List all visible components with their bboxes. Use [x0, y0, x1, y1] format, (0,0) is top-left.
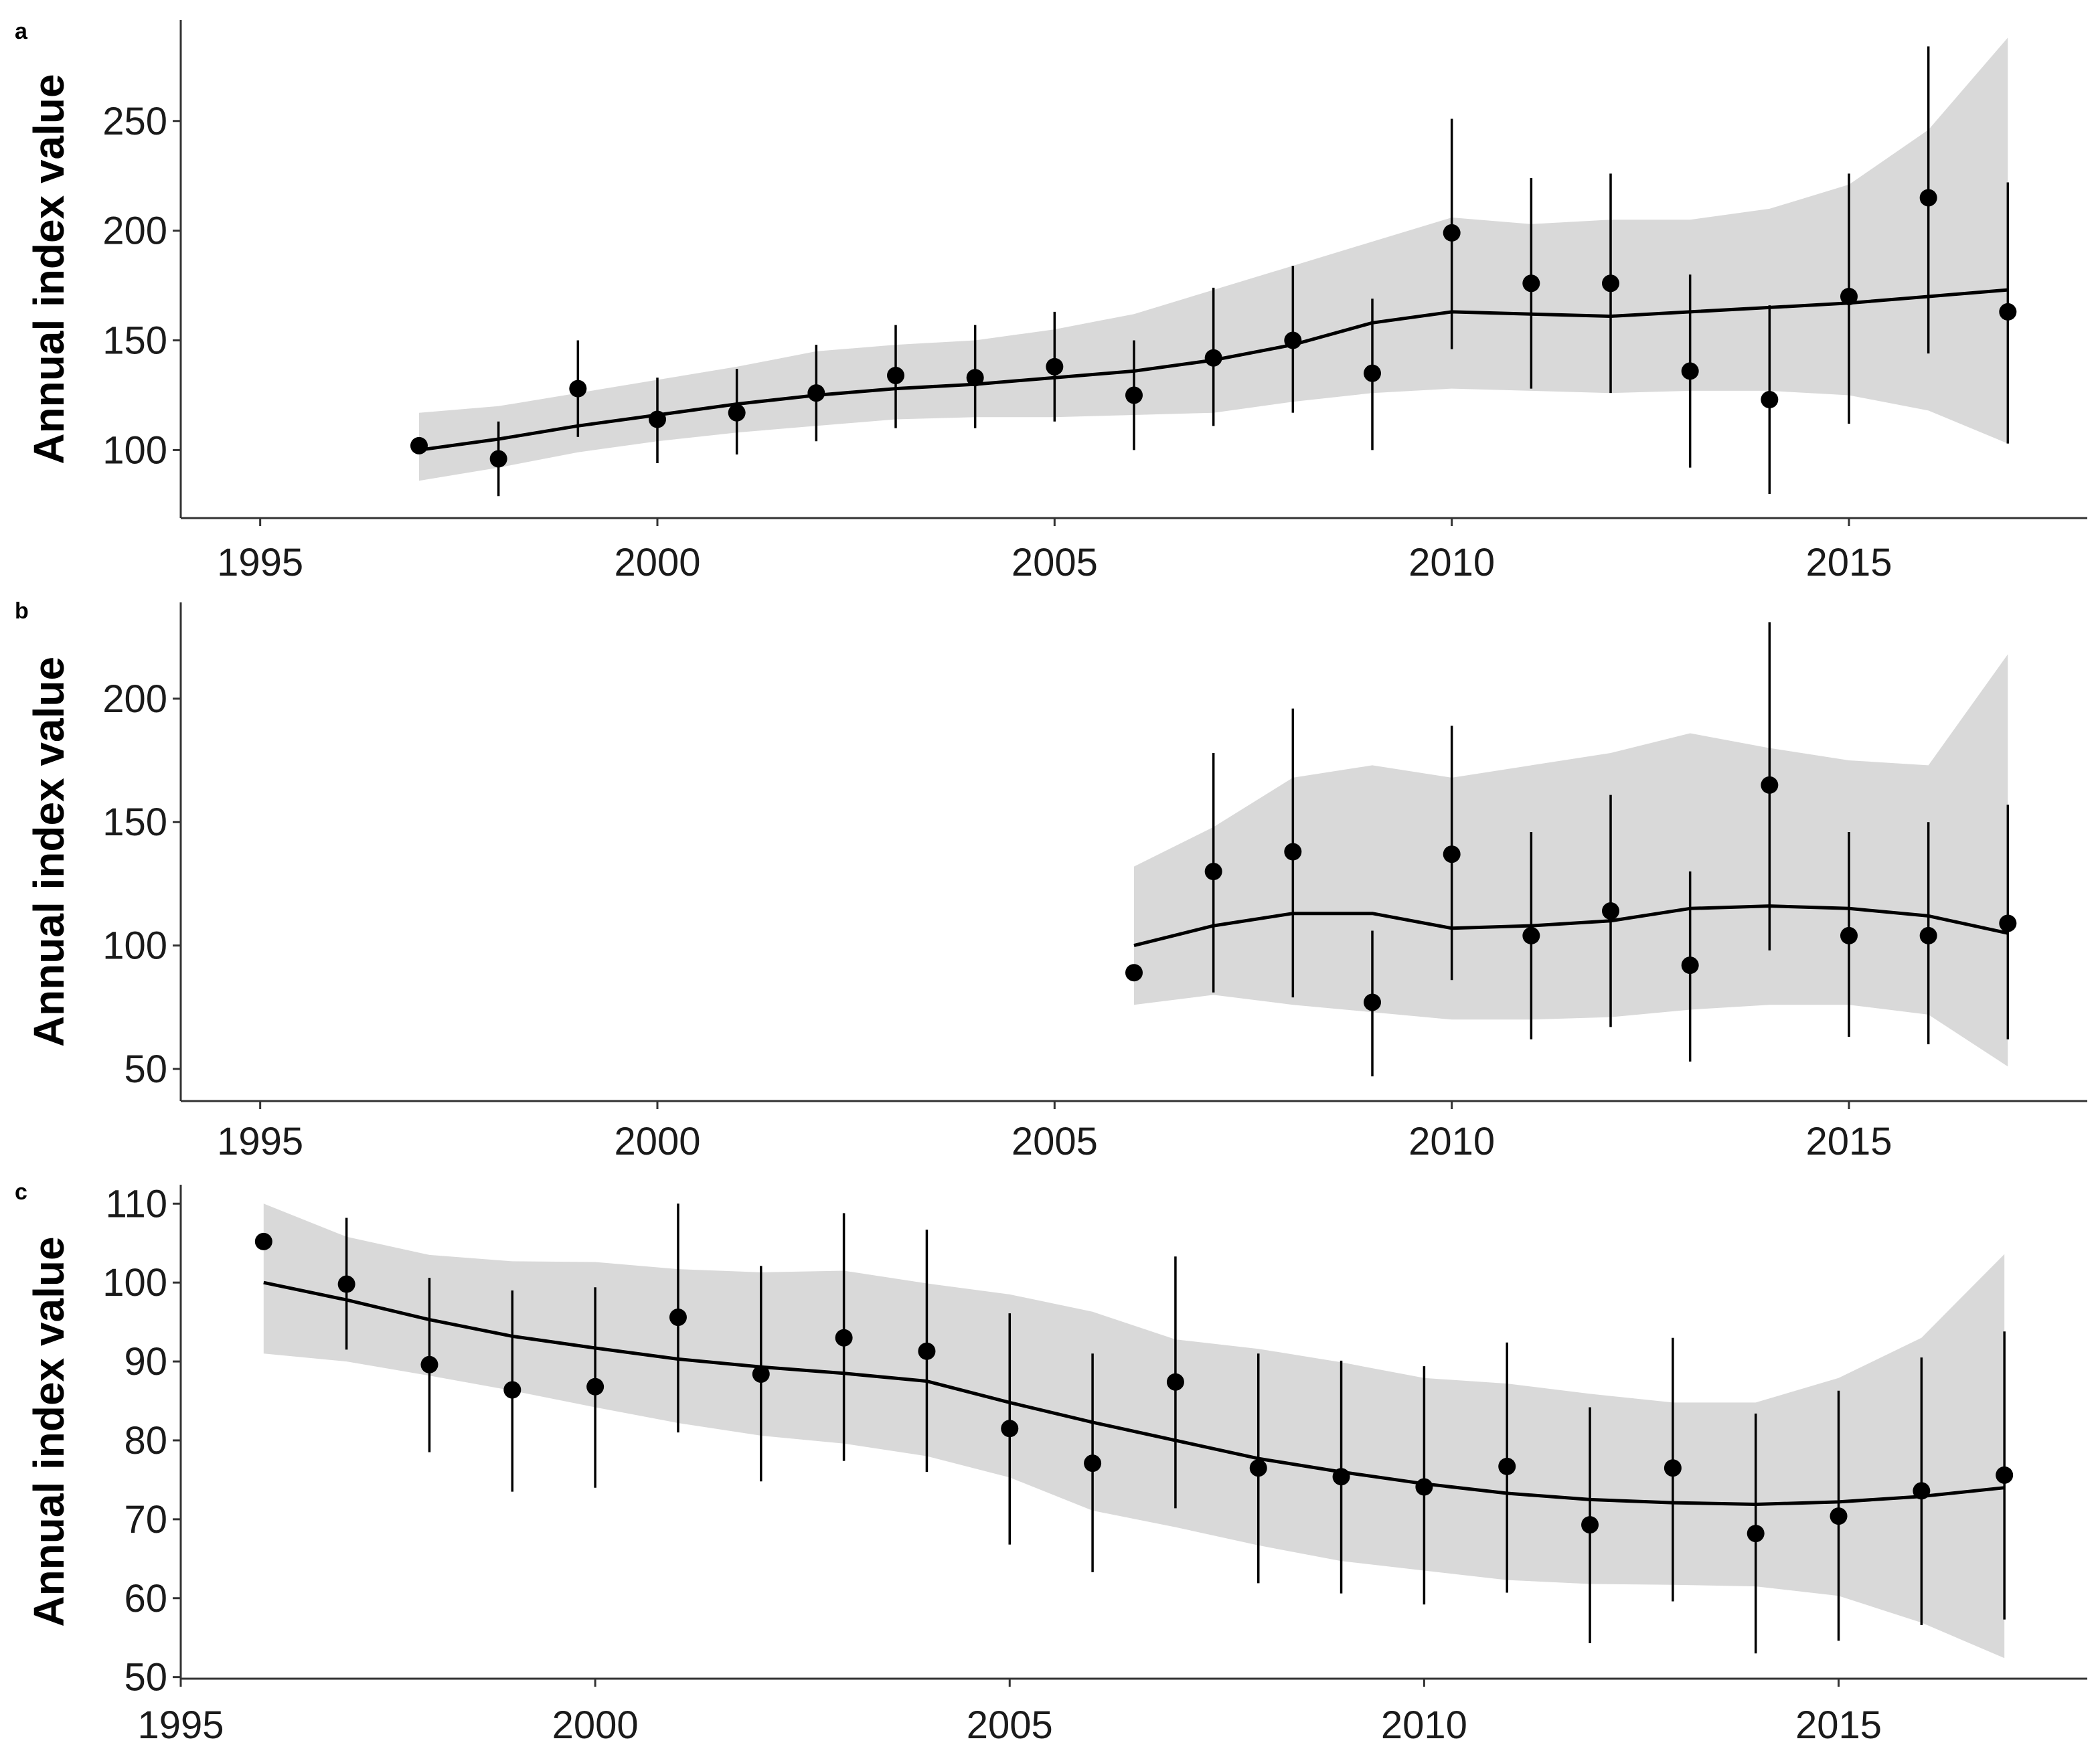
y-tick-label: 100: [102, 924, 167, 968]
data-point: [1204, 863, 1222, 881]
x-tick-label: 2010: [1408, 541, 1495, 584]
data-point: [728, 404, 746, 422]
data-point: [1913, 1482, 1931, 1500]
y-tick-label: 150: [102, 319, 167, 363]
y-tick-label: 60: [124, 1577, 167, 1620]
x-tick-label: 2000: [614, 541, 700, 584]
x-tick-label: 2005: [967, 1703, 1053, 1747]
y-tick-label: 100: [102, 428, 167, 472]
panel-label: a: [15, 19, 28, 44]
data-point: [1761, 391, 1779, 409]
panel-label: b: [15, 598, 29, 624]
data-point: [1443, 845, 1461, 863]
data-point: [1840, 926, 1858, 944]
y-tick-label: 90: [124, 1340, 167, 1384]
data-point: [337, 1275, 355, 1293]
data-point: [410, 436, 428, 454]
data-point: [1166, 1373, 1184, 1391]
x-tick-label: 2015: [1805, 1120, 1892, 1163]
data-point: [1284, 331, 1302, 349]
y-axis-title: Annual index value: [25, 74, 73, 464]
data-point: [1001, 1420, 1019, 1438]
y-tick-label: 70: [124, 1498, 167, 1541]
y-tick-label: 100: [102, 1261, 167, 1305]
y-tick-label: 50: [124, 1656, 167, 1699]
data-point: [918, 1342, 936, 1360]
panel-a: 100 150 200 250 1995 2000 2005 2010 2015 Annual i…: [15, 19, 2087, 584]
x-tick-label: 2000: [614, 1120, 700, 1163]
data-point: [254, 1232, 272, 1250]
data-point: [1996, 1466, 2014, 1484]
data-point: [1415, 1478, 1433, 1496]
data-point: [1364, 364, 1381, 382]
x-tick-label: 2005: [1012, 1120, 1098, 1163]
data-point: [569, 380, 587, 398]
data-point: [887, 366, 904, 384]
x-tick-label: 1995: [137, 1703, 224, 1747]
y-axis-title: Annual index value: [25, 657, 73, 1047]
data-point: [489, 450, 507, 468]
data-point: [1999, 303, 2017, 321]
data-point: [1498, 1457, 1516, 1475]
data-point: [1919, 189, 1937, 207]
data-point: [586, 1377, 604, 1396]
panel-label: c: [15, 1179, 27, 1205]
data-point: [807, 384, 825, 402]
trend-line: [263, 1280, 2005, 1506]
data-point: [1522, 274, 1540, 292]
data-point: [1681, 956, 1699, 975]
data-point: [1204, 349, 1222, 367]
data-point: [503, 1381, 521, 1399]
data-point: [1919, 926, 1937, 944]
x-tick-label: 1995: [217, 541, 303, 584]
x-tick-label: 2005: [1012, 541, 1098, 584]
data-point: [752, 1365, 770, 1383]
y-tick-label: 200: [102, 677, 167, 721]
data-point: [1084, 1454, 1102, 1473]
panel-c: 50 60 70 80 90 100 110 1995 2000 2005 2010 2015 Annu…: [15, 1179, 2087, 1747]
y-axis-title: Annual index value: [25, 1236, 73, 1626]
data-point: [1830, 1507, 1848, 1525]
data-point: [1125, 386, 1143, 404]
data-point: [1664, 1459, 1682, 1477]
data-point: [1046, 357, 1064, 375]
data-point: [1364, 993, 1381, 1011]
y-tick-label: 200: [102, 210, 167, 253]
y-tick-label: 80: [124, 1419, 167, 1462]
data-point: [1443, 224, 1461, 242]
confidence-band: [1134, 654, 2008, 1067]
data-point: [1999, 914, 2017, 932]
data-point: [1522, 926, 1540, 944]
data-point: [1602, 902, 1619, 920]
data-point: [669, 1309, 687, 1327]
data-point: [1747, 1525, 1765, 1543]
x-tick-label: 2010: [1408, 1120, 1495, 1163]
y-tick-label: 150: [102, 801, 167, 844]
y-tick-label: 110: [106, 1182, 167, 1226]
x-tick-label: 1995: [217, 1120, 303, 1163]
trend-line: [1133, 904, 2008, 948]
data-point: [1249, 1459, 1267, 1477]
data-point: [420, 1355, 438, 1373]
data-point: [649, 410, 666, 428]
x-tick-label: 2015: [1805, 541, 1892, 584]
x-tick-label: 2000: [552, 1703, 639, 1747]
data-point: [1332, 1468, 1350, 1486]
x-tick-label: 2015: [1795, 1703, 1882, 1747]
panel-b: 50 100 150 200 1995 2000 2005 2010 2015 Annual in…: [15, 598, 2087, 1163]
y-tick-label: 50: [124, 1048, 167, 1091]
data-point: [1761, 776, 1779, 794]
y-tick-label: 250: [102, 100, 167, 143]
data-point: [1284, 843, 1302, 861]
data-point: [1581, 1516, 1599, 1534]
data-point: [966, 369, 984, 387]
data-point: [1125, 964, 1143, 982]
data-point: [1602, 274, 1619, 292]
data-point: [1681, 362, 1699, 380]
data-point: [1840, 287, 1858, 305]
x-tick-label: 2010: [1381, 1703, 1467, 1747]
data-point: [835, 1329, 853, 1347]
